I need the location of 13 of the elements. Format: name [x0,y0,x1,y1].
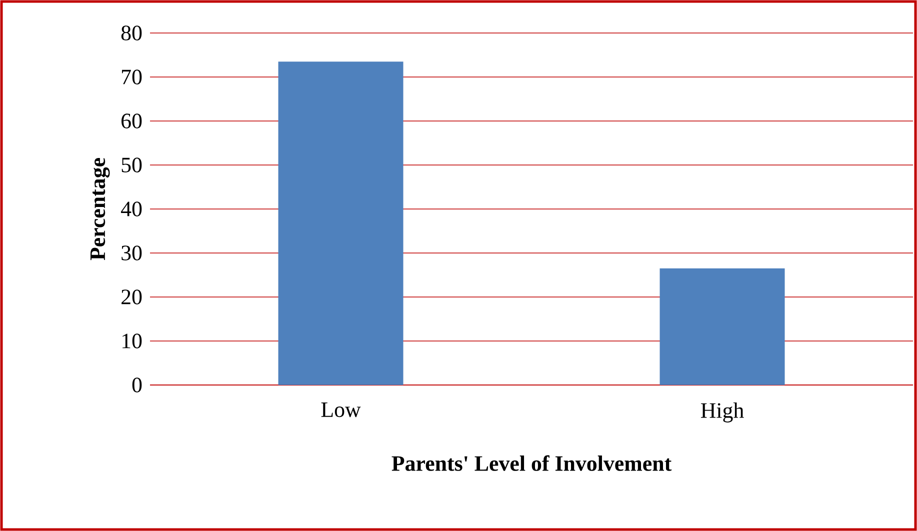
y-tick-label: 70 [122,70,142,84]
x-axis-title: Parents' Level of Involvement [392,455,672,471]
y-tick-label: 40 [120,202,142,216]
y-tick-label: 80 [121,26,142,40]
x-tick-label: Low [321,402,361,418]
y-tick-label: 10 [122,334,142,348]
y-axis-title: Percentage [90,158,110,260]
y-tick-label: 50 [122,158,142,172]
y-tick-label: 30 [122,246,142,260]
y-tick-label: 60 [122,114,142,128]
y-tick-label: 0 [132,378,142,392]
y-tick-label: 20 [122,290,142,304]
x-tick-label: High [700,402,744,422]
